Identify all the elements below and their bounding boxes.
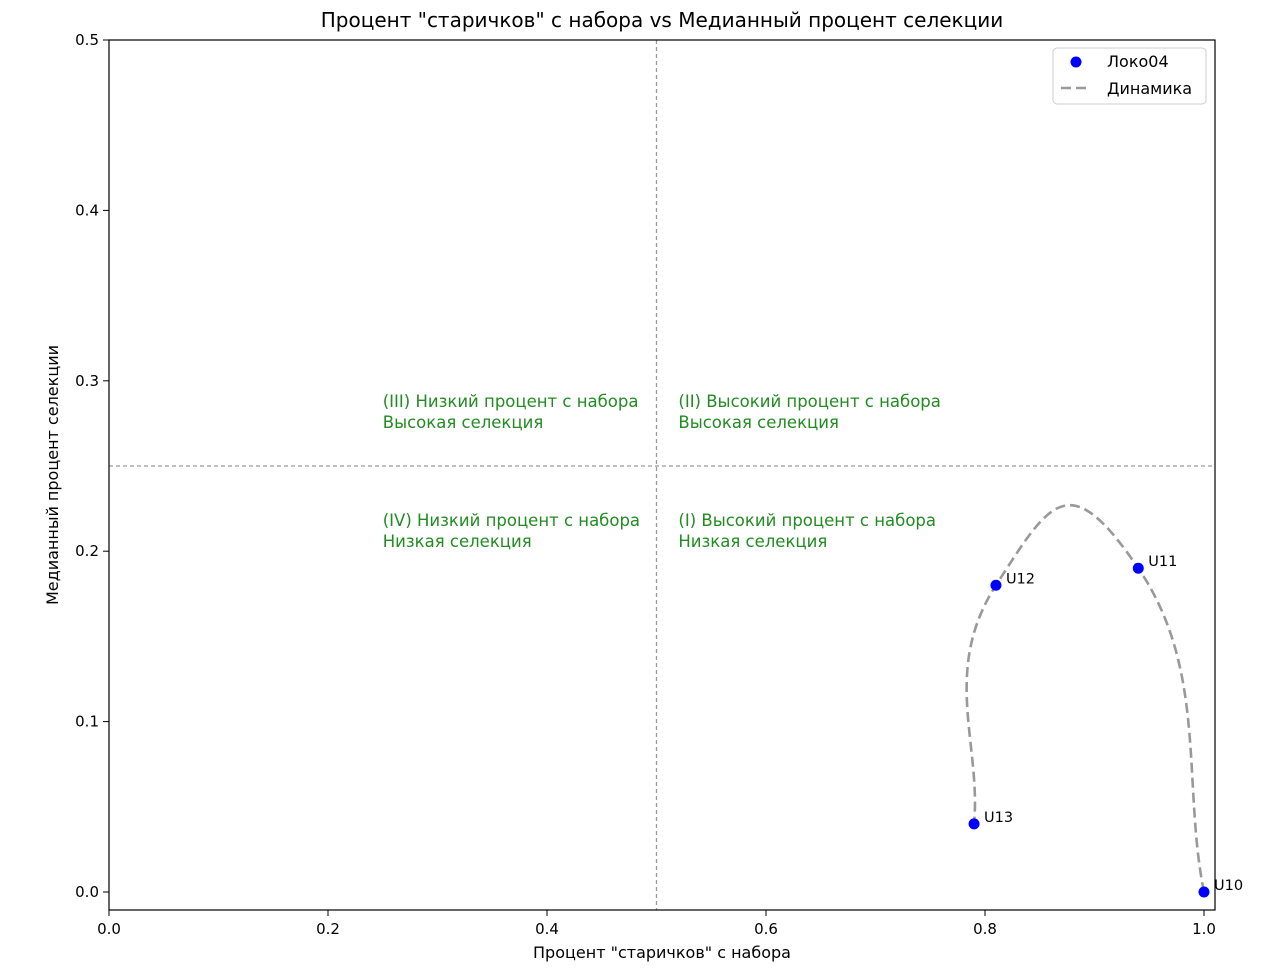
plot-area: (III) Низкий процент с набора Высокая сел… [75, 31, 1243, 938]
quadrant-label-line: (III) Низкий процент с набора [383, 392, 639, 411]
quadrant-label-line: Низкая селекция [678, 532, 827, 551]
quadrant-label-1: (III) Низкий процент с набора Высокая сел… [383, 392, 639, 432]
legend-label-scatter: Локо04 [1107, 52, 1169, 71]
y-tick-label: 0.1 [75, 713, 99, 731]
x-tick-label: 0.8 [973, 920, 997, 938]
y-tick-label: 0.0 [75, 883, 99, 901]
y-tick-label: 0.3 [75, 372, 99, 390]
quadrant-label-3: (IV) Низкий процент с набора Низкая селек… [383, 511, 640, 551]
scatter-point-u13 [968, 818, 980, 830]
plot-frame [108, 39, 1216, 911]
legend: Локо04 Динамика [1052, 47, 1207, 105]
x-tick-label: 1.0 [1192, 920, 1216, 938]
chart-title: Процент "старичков" с набора vs Медианны… [321, 8, 1003, 32]
scatter-point-u11 [1132, 562, 1144, 574]
quadrant-label-line: (I) Высокий процент с набора [678, 511, 936, 530]
y-tick-label: 0.2 [75, 542, 99, 560]
y-axis-title: Медианный процент селекции [43, 345, 62, 605]
legend-box [1052, 47, 1207, 105]
legend-label-dynamics: Динамика [1107, 79, 1192, 98]
x-tick-label: 0.6 [754, 920, 778, 938]
x-tick-label: 0.2 [316, 920, 340, 938]
dynamics-curve [965, 504, 1206, 893]
quadrant-label-line: Высокая селекция [678, 413, 839, 432]
y-tick-label: 0.5 [75, 31, 99, 49]
x-tick-label: 0.0 [97, 920, 121, 938]
quadrant-label-line: (II) Высокий процент с набора [678, 392, 940, 411]
x-axis-title: Процент "старичков" с набора [533, 943, 791, 962]
y-tick-label: 0.4 [75, 201, 99, 219]
scatter-point-u12 [990, 579, 1002, 591]
point-label-u12: U12 [1006, 571, 1035, 587]
quadrant-label-line: Низкая селекция [383, 532, 532, 551]
quadrant-label-4: (I) Высокий процент с набора Низкая селек… [678, 511, 936, 551]
quadrant-label-line: Высокая селекция [383, 413, 544, 432]
point-label-u10: U10 [1214, 878, 1243, 894]
point-label-u11: U11 [1148, 554, 1177, 570]
quadrant-label-line: (IV) Низкий процент с набора [383, 511, 640, 530]
point-label-u13: U13 [984, 810, 1013, 826]
quadrant-label-2: (II) Высокий процент с набора Высокая сел… [678, 392, 940, 432]
legend-marker-scatter [1070, 56, 1082, 68]
x-tick-label: 0.4 [535, 920, 559, 938]
scatter-point-u10 [1198, 886, 1210, 898]
